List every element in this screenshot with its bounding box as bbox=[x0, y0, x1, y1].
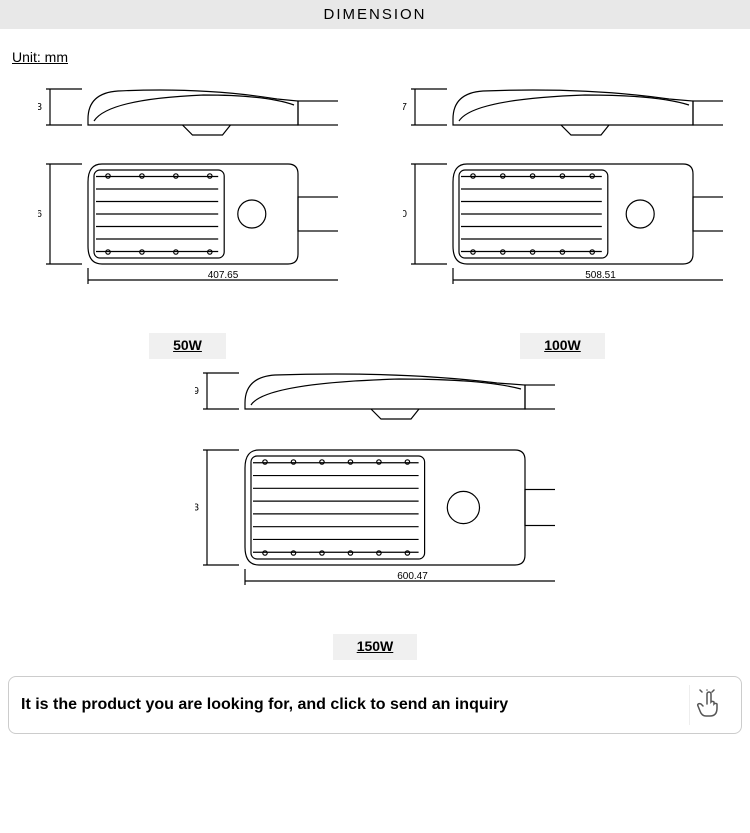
svg-text:407.65: 407.65 bbox=[207, 270, 238, 281]
side-view-svg: 105.73 bbox=[38, 81, 338, 141]
svg-text:256.83: 256.83 bbox=[195, 503, 199, 514]
top-view-svg: 256.83 600.47 bbox=[195, 444, 555, 617]
svg-text:104.87: 104.87 bbox=[403, 102, 407, 113]
tap-icon bbox=[689, 685, 729, 725]
side-drawing: 105.73 bbox=[38, 81, 338, 146]
section-header: DIMENSION bbox=[0, 0, 750, 29]
side-view-svg: 108.39 bbox=[195, 365, 555, 427]
side-view-svg: 104.87 bbox=[403, 81, 723, 141]
svg-text:229.60: 229.60 bbox=[403, 209, 407, 220]
svg-text:229.56: 229.56 bbox=[38, 209, 42, 220]
wattage-label: 100W bbox=[544, 337, 581, 353]
top-drawing: 229.56 407.65 bbox=[38, 158, 338, 321]
svg-text:105.73: 105.73 bbox=[38, 102, 42, 113]
unit-label: Unit: mm bbox=[12, 49, 68, 65]
top-view-svg: 229.60 508.51 bbox=[403, 158, 723, 316]
inquiry-bar[interactable]: It is the product you are looking for, a… bbox=[8, 676, 742, 734]
product-column: 105.73 229.56 407.65 50W bbox=[8, 75, 368, 359]
side-drawing: 108.39 bbox=[195, 365, 555, 432]
top-drawing: 229.60 508.51 bbox=[403, 158, 723, 321]
inquiry-text: It is the product you are looking for, a… bbox=[21, 696, 677, 714]
top-drawing: 256.83 600.47 bbox=[195, 444, 555, 622]
wattage-badge: 50W bbox=[149, 333, 226, 359]
wattage-badge: 150W bbox=[333, 634, 418, 660]
side-drawing: 104.87 bbox=[403, 81, 723, 146]
product-column: 104.87 229.60 508.51 100W bbox=[383, 75, 743, 359]
wattage-label: 150W bbox=[357, 638, 394, 654]
wattage-badge: 100W bbox=[520, 333, 605, 359]
svg-text:600.47: 600.47 bbox=[397, 571, 428, 582]
top-view-svg: 229.56 407.65 bbox=[38, 158, 338, 316]
product-column: 108.39 256.83 600.47 150W bbox=[0, 359, 750, 660]
wattage-label: 50W bbox=[173, 337, 202, 353]
product-grid: 105.73 229.56 407.65 50W bbox=[0, 75, 750, 660]
svg-text:108.39: 108.39 bbox=[195, 386, 199, 397]
section-title: DIMENSION bbox=[323, 6, 426, 23]
svg-text:508.51: 508.51 bbox=[585, 270, 616, 281]
